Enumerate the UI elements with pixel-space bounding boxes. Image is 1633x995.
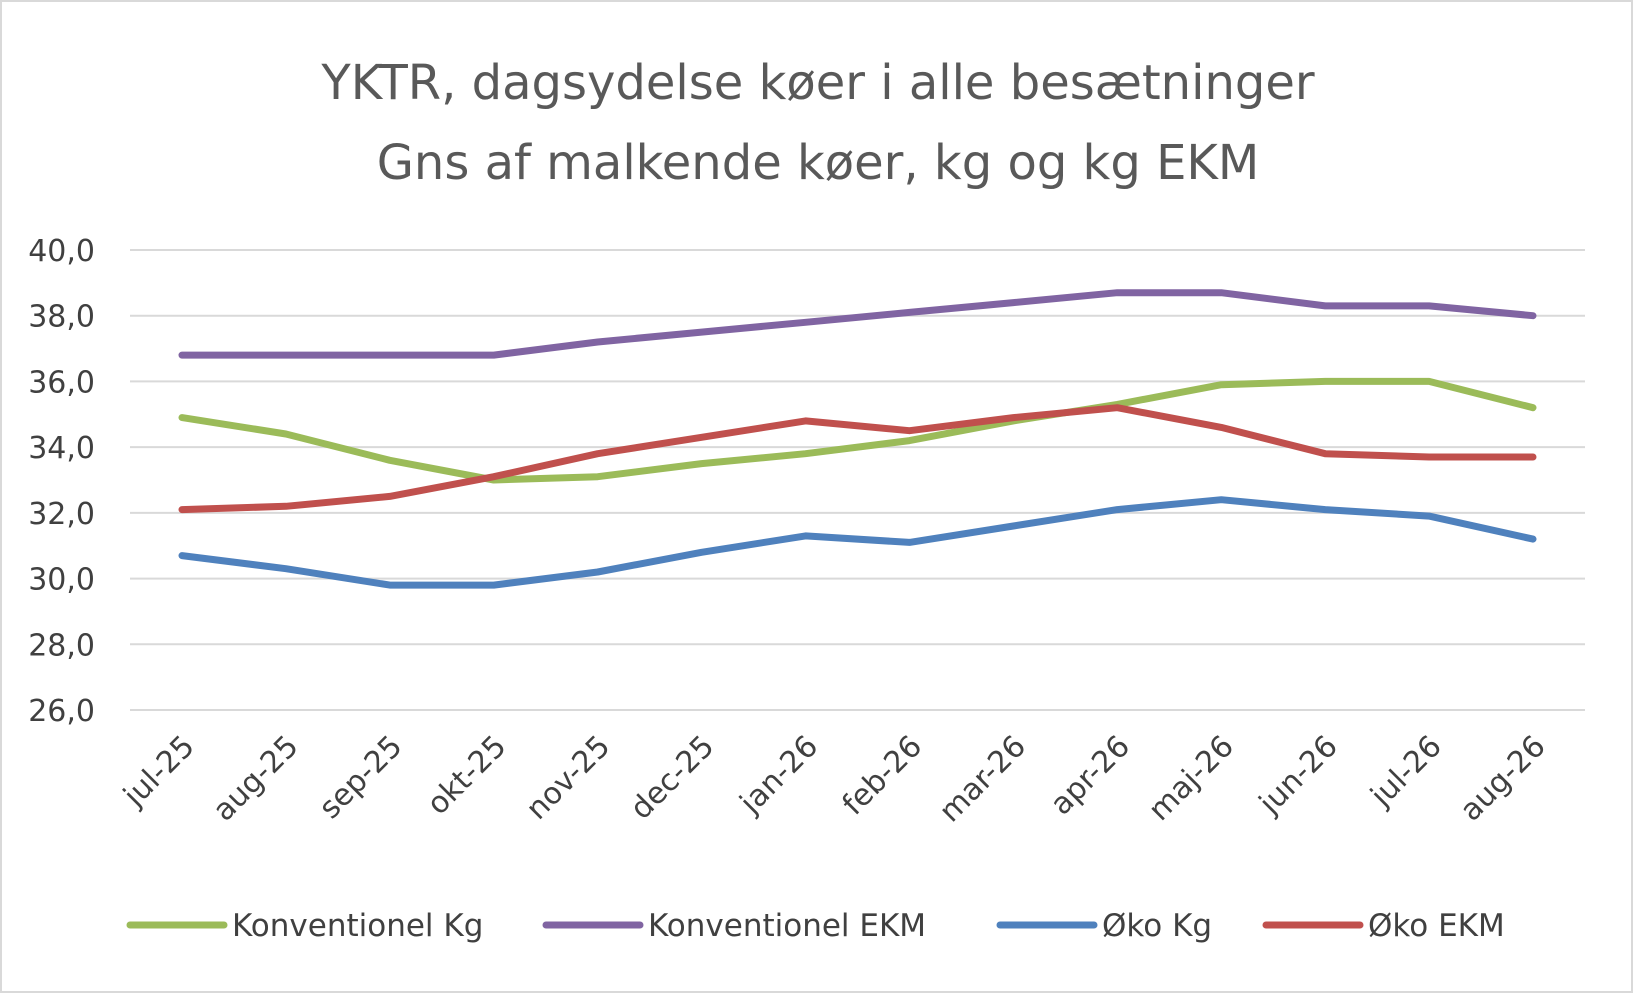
x-tick-label: aug-25 xyxy=(206,729,305,828)
legend-label: Øko EKM xyxy=(1368,908,1505,944)
x-tick-label: jun-26 xyxy=(1252,729,1345,822)
y-tick-label: 38,0 xyxy=(28,300,95,335)
legend-label: Konventionel Kg xyxy=(232,908,483,944)
y-tick-label: 30,0 xyxy=(28,563,95,598)
x-tick-label: mar-26 xyxy=(933,729,1033,829)
y-tick-label: 34,0 xyxy=(28,431,95,466)
x-axis-tick-labels: jul-25 aug-25 sep-25 okt-25 nov-25 dec-25 jan-… xyxy=(116,729,1552,829)
x-tick-label: dec-25 xyxy=(624,729,722,827)
series-line xyxy=(178,496,1537,589)
y-tick-label: 40,0 xyxy=(28,234,95,269)
chart-title: YKTR, dagsydelse køer i alle besætninger xyxy=(320,55,1314,111)
y-tick-label: 32,0 xyxy=(28,497,95,532)
legend: Konventionel Kg Konventionel EKM Øko Kg Øko… xyxy=(126,908,1505,944)
y-tick-label: 28,0 xyxy=(28,628,95,663)
y-axis-tick-labels: 40,0 38,0 36,0 34,0 32,0 30,0 28,0 26,0 xyxy=(28,234,95,729)
series-line xyxy=(178,404,1537,514)
legend-label: Øko Kg xyxy=(1102,908,1212,944)
x-tick-label: sep-25 xyxy=(313,729,410,826)
x-tick-label: nov-25 xyxy=(520,729,618,827)
y-tick-label: 36,0 xyxy=(28,365,95,400)
series-line xyxy=(178,377,1537,484)
x-tick-label: apr-26 xyxy=(1044,729,1137,822)
x-tick-label: feb-26 xyxy=(836,729,929,822)
chart-subtitle: Gns af malkende køer, kg og kg EKM xyxy=(377,135,1260,191)
y-tick-label: 26,0 xyxy=(28,694,95,729)
legend-label: Konventionel EKM xyxy=(648,908,926,944)
x-tick-label: aug-26 xyxy=(1453,729,1552,828)
series-lines xyxy=(178,289,1537,589)
gridlines xyxy=(130,249,1585,711)
x-tick-label: okt-25 xyxy=(420,729,513,822)
x-tick-label: jul-26 xyxy=(1363,729,1448,814)
series-line xyxy=(178,289,1537,359)
x-tick-label: jul-25 xyxy=(116,729,201,814)
x-tick-label: jan-26 xyxy=(733,729,825,821)
x-tick-label: maj-26 xyxy=(1142,729,1241,828)
